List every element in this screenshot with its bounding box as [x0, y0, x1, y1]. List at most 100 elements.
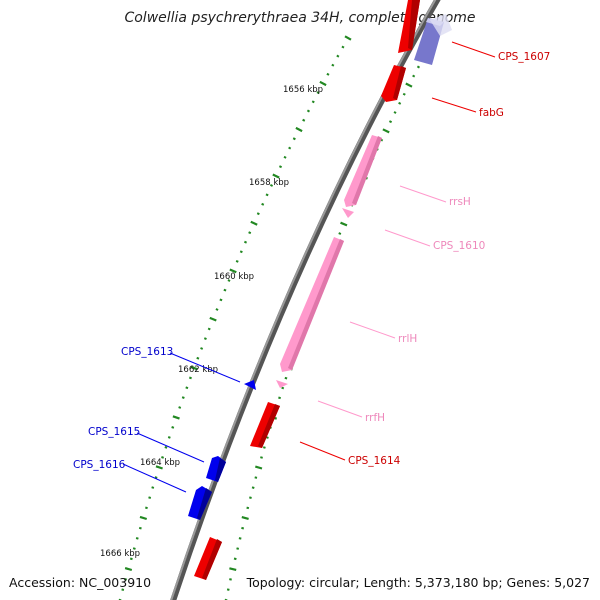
gene-feature-cps1615[interactable]: [206, 456, 226, 482]
tick-minor: [248, 231, 252, 235]
gene-label-cps1607[interactable]: CPS_1607: [498, 51, 550, 63]
tick-minor: [292, 137, 296, 141]
tick-minor: [393, 111, 397, 114]
tick-major: [190, 365, 198, 371]
tick-minor: [278, 165, 283, 169]
tick-minor: [203, 337, 207, 341]
tick-minor: [338, 232, 342, 235]
tick-minor: [233, 557, 237, 561]
tick-major: [319, 80, 327, 87]
tick-major: [272, 173, 280, 179]
gene-label-cps1615[interactable]: CPS_1615: [88, 426, 140, 438]
tick-minor: [326, 72, 330, 76]
topology-summary: Topology: circular; Length: 5,373,180 bp…: [246, 575, 590, 590]
tick-minor: [188, 376, 192, 380]
tick-minor: [236, 547, 240, 550]
tick-minor: [181, 396, 185, 399]
gene-label-cps1614[interactable]: CPS_1614: [348, 455, 401, 467]
tick-major: [382, 128, 390, 134]
kbp-label: 1662 kbp: [178, 365, 218, 375]
tick-minor: [178, 406, 182, 409]
gene-features: [188, 0, 452, 580]
tick-minor: [316, 91, 320, 95]
tick-minor: [129, 557, 133, 561]
tick-minor: [185, 386, 189, 390]
gene-label-cps1610[interactable]: CPS_1610: [433, 240, 485, 252]
tick-minor: [215, 308, 219, 311]
gene-label-rrfh[interactable]: rrfH: [365, 412, 385, 424]
gene-feature-rrlh[interactable]: [280, 237, 344, 372]
tick-minor: [238, 537, 242, 540]
tick-major: [340, 221, 348, 227]
tick-minor: [331, 63, 335, 67]
tick-minor: [135, 537, 139, 540]
tick-major: [124, 567, 133, 572]
tick-major: [229, 567, 237, 571]
tick-minor: [254, 476, 258, 479]
kbp-label: 1666 kbp: [100, 549, 140, 559]
tick-major: [254, 465, 263, 470]
tick-minor: [246, 506, 250, 510]
kbp-label: 1664 kbp: [140, 458, 180, 468]
accession-text: Accession: NC_003910: [9, 575, 152, 590]
gene-feature-cps1613[interactable]: [244, 380, 256, 390]
tick-minor: [241, 526, 245, 530]
tick-major: [155, 465, 163, 470]
tick-minor: [207, 327, 211, 331]
tick-minor: [148, 496, 152, 499]
kbp-labels: 1656 kbp 1658 kbp 1660 kbp 1662 kbp 1664…: [100, 85, 323, 559]
gene-label-rrsh[interactable]: rrsH: [449, 196, 471, 208]
gene-feature-rrsh[interactable]: [344, 135, 382, 207]
tick-minor: [145, 506, 148, 510]
gene-feature-cps1614[interactable]: [250, 402, 280, 448]
tick-minor: [151, 486, 155, 489]
gene-label-cps1613[interactable]: CPS_1613: [121, 346, 173, 358]
tick-minor: [223, 288, 227, 292]
tick-minor: [402, 92, 406, 96]
tick-ring-inner: [118, 35, 352, 600]
tick-major: [172, 415, 180, 420]
gene-feature-cps1607[interactable]: [398, 0, 420, 53]
gene-feature-cps1610[interactable]: [342, 208, 354, 218]
tick-minor: [302, 118, 306, 122]
tick-minor: [124, 578, 128, 581]
tick-minor: [288, 146, 292, 150]
tick-minor: [256, 212, 260, 216]
tick-minor: [164, 446, 168, 449]
gene-label-cps1616[interactable]: CPS_1616: [73, 459, 126, 471]
kbp-label: 1656 kbp: [283, 85, 323, 95]
gene-label-fabg[interactable]: fabG: [479, 107, 504, 119]
tick-major: [344, 35, 352, 41]
tick-minor: [269, 184, 274, 187]
tick-minor: [132, 547, 136, 550]
tick-minor: [260, 456, 263, 459]
tick-minor: [398, 101, 402, 105]
tick-minor: [249, 496, 252, 499]
map-title: Colwellia psychrerythraea 34H, complete …: [124, 10, 476, 26]
tick-minor: [306, 109, 310, 113]
gene-feature-fabg[interactable]: [381, 65, 406, 102]
gene-feature-cps1616[interactable]: [188, 486, 212, 520]
gene-label-rrlh[interactable]: rrlH: [398, 333, 417, 345]
tick-minor: [278, 396, 281, 400]
gene-feature-highlight[interactable]: [414, 14, 452, 65]
tick-minor: [171, 426, 175, 429]
tick-minor: [336, 54, 340, 58]
tick-minor: [138, 526, 142, 530]
tick-minor: [200, 347, 204, 350]
tick-major: [209, 316, 217, 322]
tick-major: [295, 126, 303, 133]
tick-minor: [161, 456, 165, 459]
gene-labels: CPS_1607 fabG rrsH CPS_1610 rrlH CPS_161…: [73, 51, 550, 471]
tick-minor: [121, 588, 125, 591]
tick-minor: [311, 100, 315, 104]
tick-minor: [388, 120, 393, 124]
tick-minor: [284, 376, 288, 380]
tick-minor: [262, 446, 266, 449]
tick-minor: [239, 250, 243, 254]
tick-minor: [265, 193, 269, 197]
gene-feature-rrfh[interactable]: [276, 380, 288, 388]
gene-feature-bottom[interactable]: [194, 537, 222, 580]
tick-minor: [196, 356, 200, 360]
tick-minor: [226, 588, 230, 591]
